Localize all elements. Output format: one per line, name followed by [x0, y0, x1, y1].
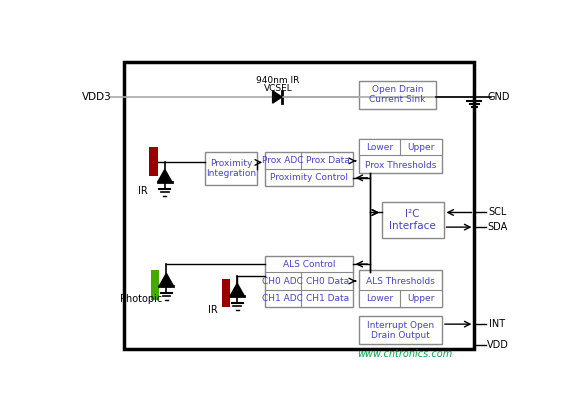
Bar [359, 139, 442, 173]
Text: SDA: SDA [487, 222, 508, 232]
Text: Upper: Upper [408, 294, 435, 303]
Text: Open Drain
Current Sink: Open Drain Current Sink [369, 85, 426, 104]
Bar [222, 280, 230, 307]
Text: CH0 Data: CH0 Data [306, 276, 350, 286]
Bar [359, 139, 442, 155]
Text: CH1 Data: CH1 Data [306, 294, 350, 303]
Text: Prox Thresholds: Prox Thresholds [365, 161, 436, 170]
Bar [265, 152, 353, 186]
Text: ALS Thresholds: ALS Thresholds [366, 276, 435, 286]
Text: 940nm IR: 940nm IR [256, 76, 300, 85]
Text: IR: IR [139, 186, 148, 196]
Polygon shape [160, 274, 173, 286]
Text: Proximity Control: Proximity Control [270, 173, 348, 182]
Polygon shape [230, 283, 244, 296]
Text: Lower: Lower [366, 143, 393, 152]
Text: ALS Control: ALS Control [282, 260, 335, 269]
Bar [359, 316, 442, 344]
Text: VCSEL: VCSEL [264, 84, 292, 93]
Text: Lower: Lower [366, 294, 393, 303]
Bar [359, 290, 442, 307]
Text: Prox ADC: Prox ADC [262, 156, 303, 165]
Bar [265, 257, 353, 307]
Text: IR: IR [208, 305, 218, 315]
Text: VDD: VDD [487, 340, 509, 350]
Bar [359, 81, 436, 109]
Polygon shape [273, 91, 282, 103]
Bar [382, 202, 444, 238]
Text: CH0 ADC: CH0 ADC [262, 276, 303, 286]
Text: Prox Data: Prox Data [306, 156, 350, 165]
Bar [124, 62, 474, 349]
Bar [150, 147, 158, 176]
Text: Proximity
Integration: Proximity Integration [206, 159, 256, 178]
Text: INT: INT [490, 319, 506, 329]
Text: Interrupt Open
Drain Output: Interrupt Open Drain Output [367, 321, 434, 340]
Bar [359, 270, 442, 307]
Text: CH1 ADC: CH1 ADC [262, 294, 303, 303]
Polygon shape [158, 169, 172, 182]
Text: www.cntronics.com: www.cntronics.com [357, 349, 452, 359]
Bar [205, 152, 257, 185]
Text: Photopic: Photopic [120, 294, 162, 304]
Text: GND: GND [488, 92, 510, 102]
Bar [151, 270, 160, 299]
Text: Upper: Upper [408, 143, 435, 152]
Text: I²C
Interface: I²C Interface [389, 209, 436, 231]
Text: VDD3: VDD3 [82, 92, 112, 102]
Text: SCL: SCL [488, 208, 507, 217]
